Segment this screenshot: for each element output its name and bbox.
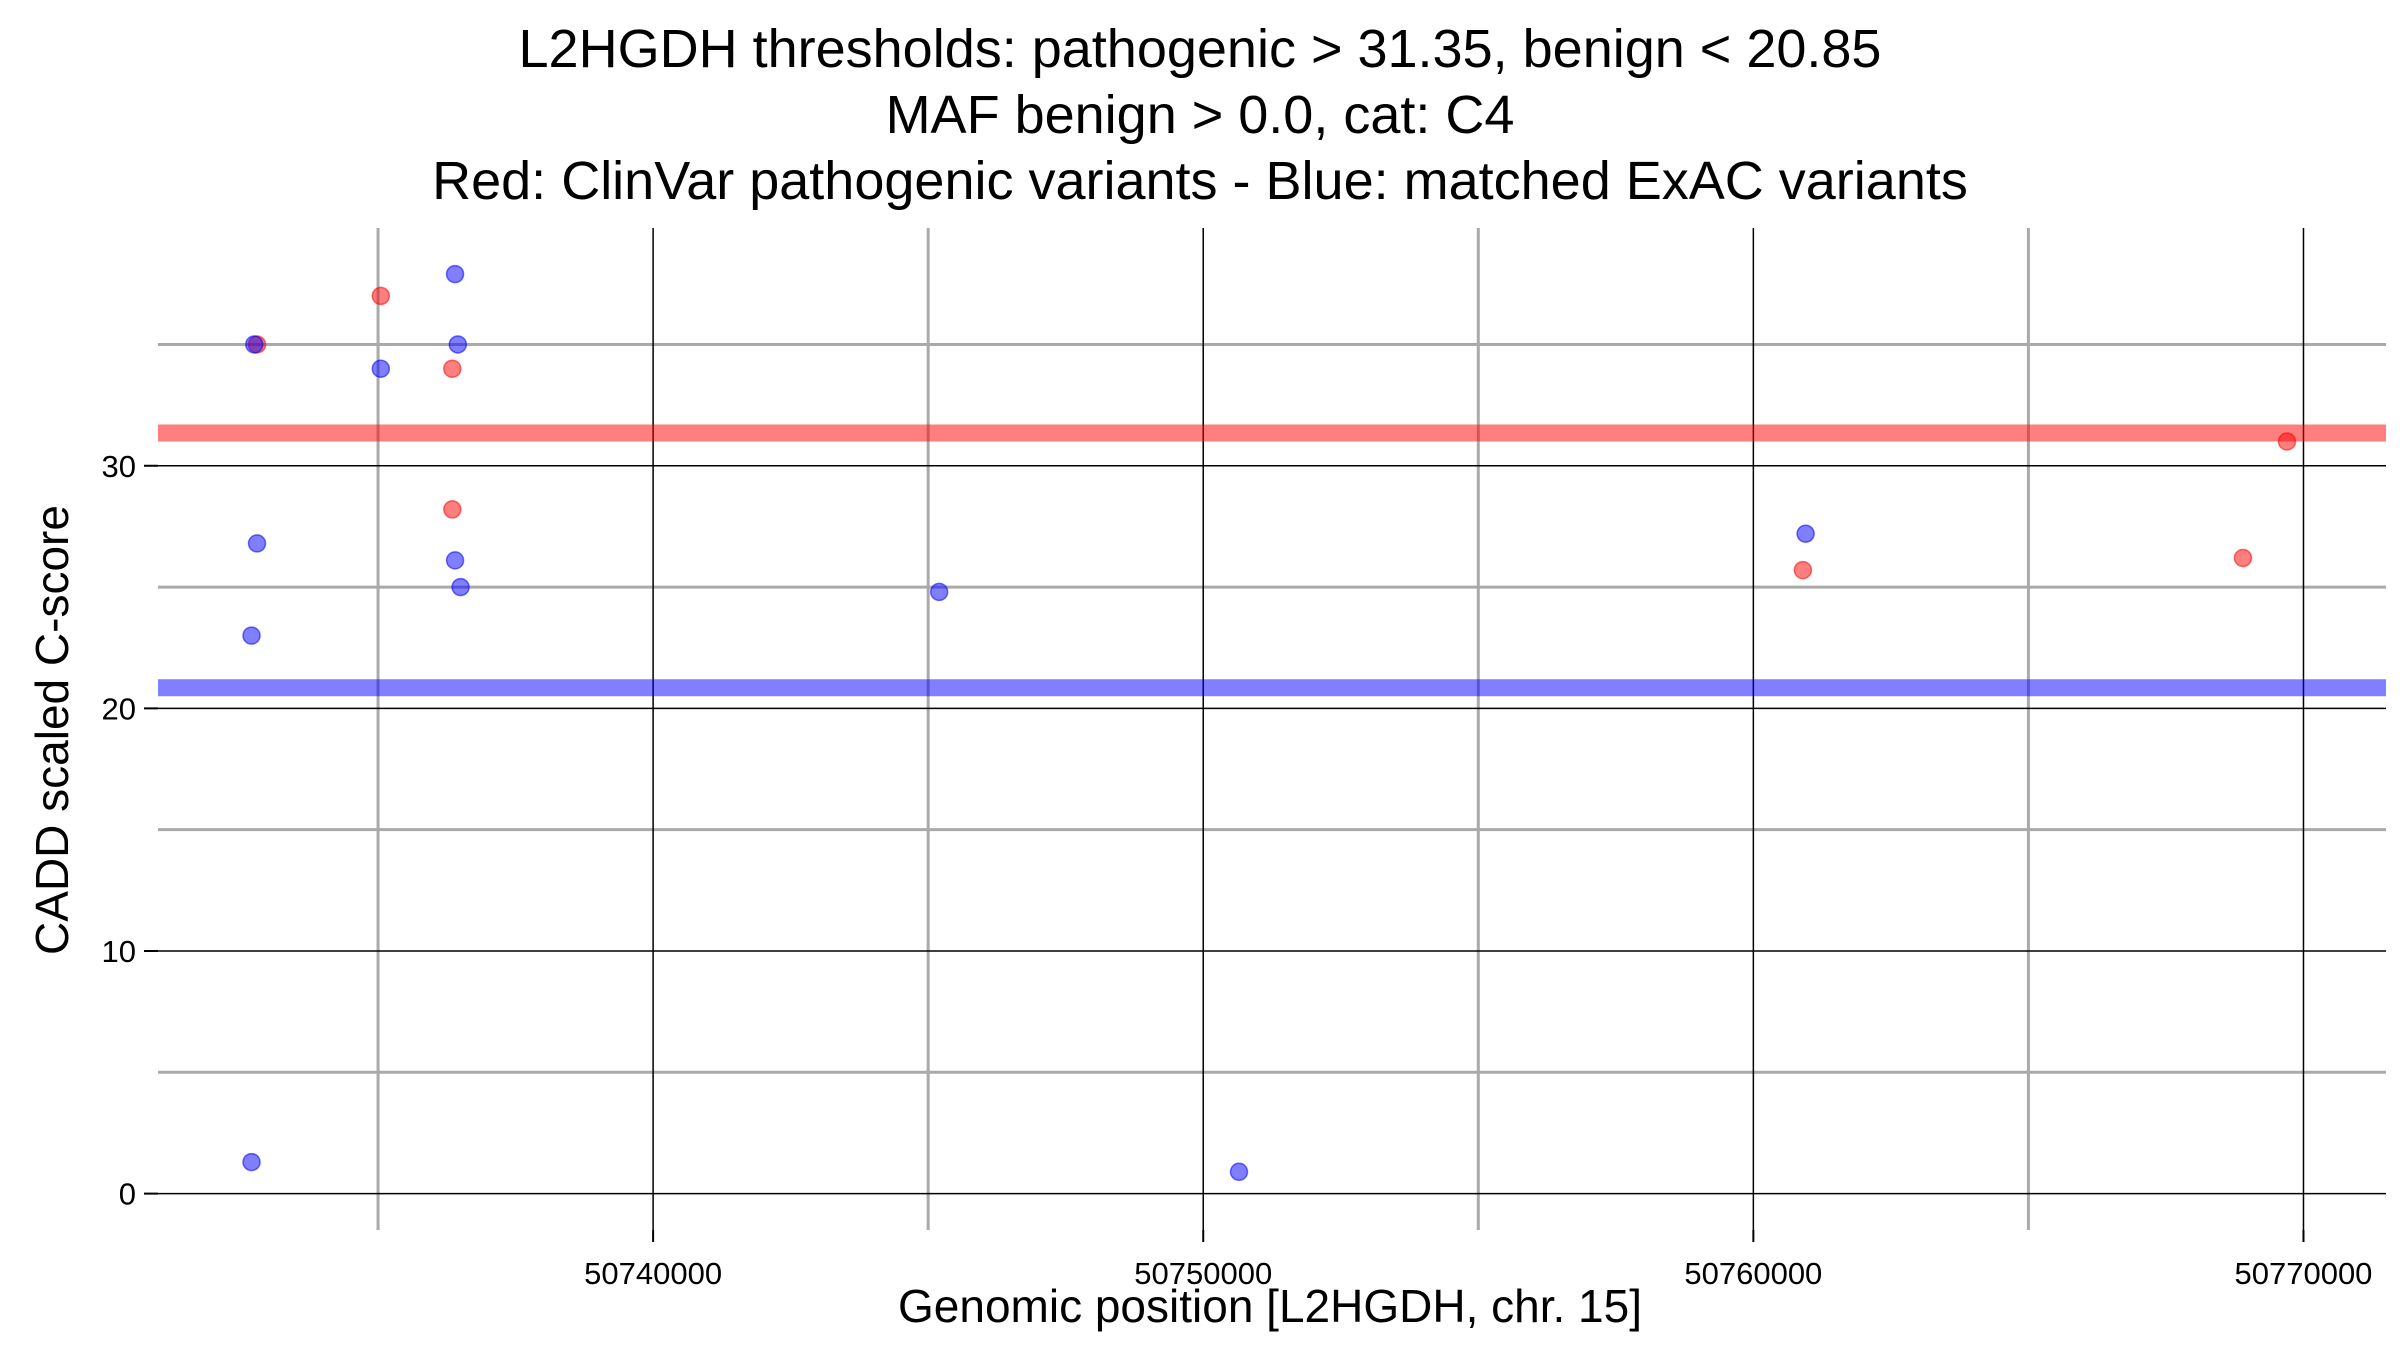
clinvar-point [2233, 548, 2253, 568]
exac-point [929, 582, 949, 602]
clinvar-point [443, 359, 462, 378]
exac-point [245, 335, 264, 354]
x-tick-label: 50760000 [1684, 1256, 1822, 1291]
clinvar-point [2277, 432, 2297, 451]
chart-title-line-1: L2HGDH thresholds: pathogenic > 31.35, b… [518, 19, 1882, 79]
x-tick-label: 50750000 [1134, 1256, 1272, 1291]
exac-point [448, 335, 468, 354]
exac-point [445, 551, 465, 570]
x-tick-label: 50740000 [584, 1256, 722, 1291]
exac-point [247, 534, 267, 553]
chart-title-line-2: MAF benign > 0.0, cat: C4 [885, 85, 1515, 145]
grid-lines [158, 228, 2386, 1230]
exac-point [1229, 1162, 1249, 1182]
exac-point [242, 1152, 261, 1172]
chart-title-line-3: Red: ClinVar pathogenic variants - Blue:… [432, 151, 1968, 211]
x-axis-title: Genomic position [L2HGDH, chr. 15] [898, 1280, 1642, 1332]
clinvar-point [371, 286, 391, 306]
exac-point [242, 626, 261, 645]
axes: 50740000 50750000 50760000 50770000 0 10 20 30 [102, 449, 2373, 1291]
y-tick-label: 10 [102, 934, 136, 969]
y-tick-label: 0 [119, 1177, 136, 1212]
y-tick-label: 30 [102, 449, 136, 484]
y-tick-label: 20 [102, 691, 136, 726]
data-points [242, 264, 2297, 1182]
exac-point [445, 264, 465, 284]
exac-point [1796, 524, 1815, 543]
x-tick-label: 50770000 [2235, 1256, 2373, 1291]
clinvar-point [1793, 560, 1813, 580]
exac-point [451, 577, 470, 597]
clinvar-point [443, 500, 462, 519]
exac-point [371, 359, 391, 378]
y-axis-title: CADD scaled C-score [26, 505, 78, 955]
threshold-lines [158, 424, 2386, 697]
